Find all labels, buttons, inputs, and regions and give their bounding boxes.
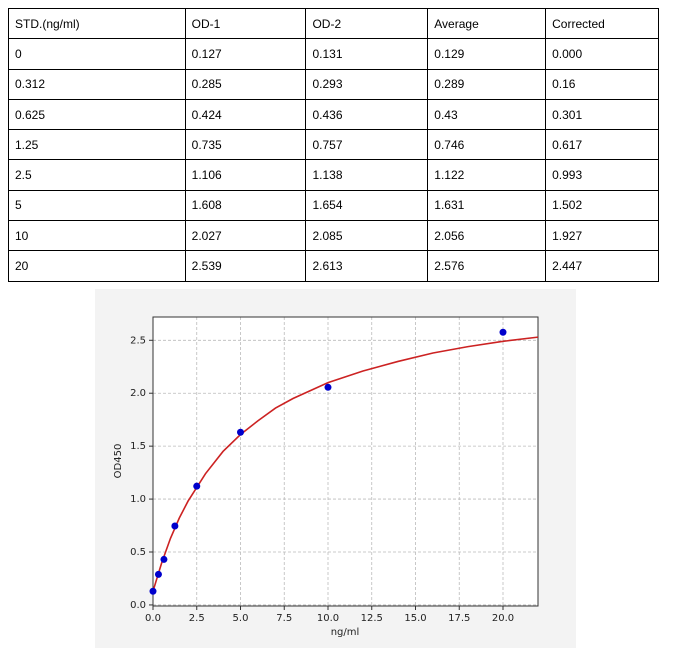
y-tick-label: 1.0 xyxy=(130,494,146,505)
table-cell: 20 xyxy=(8,250,186,282)
table-cell: STD.(ng/ml) xyxy=(8,7,186,40)
table-cell: 0.735 xyxy=(184,129,307,161)
plot-area xyxy=(153,317,538,606)
data-point xyxy=(324,383,332,391)
table-cell: 0.293 xyxy=(305,68,429,100)
data-point xyxy=(171,522,179,530)
x-axis-label: ng/ml xyxy=(331,627,360,638)
x-tick-label: 12.5 xyxy=(361,613,383,624)
table-cell: 2.576 xyxy=(427,250,547,282)
table-cell: 2.613 xyxy=(305,250,429,282)
x-tick-label: 7.5 xyxy=(276,613,292,624)
table-row: 0 0.127 0.131 0.129 0.000 xyxy=(8,38,659,70)
table-cell: 1.927 xyxy=(545,220,659,252)
data-point xyxy=(499,328,507,336)
table-cell: 0.127 xyxy=(184,38,307,70)
table-cell: 0.625 xyxy=(8,98,186,131)
table-cell: 2.447 xyxy=(545,250,659,282)
y-tick-label: 2.0 xyxy=(130,388,146,399)
y-tick-label: 0.0 xyxy=(130,600,146,611)
header-row: STD.(ng/ml) OD-1 OD-2 Average Corrected xyxy=(8,7,659,40)
table-row: 0.625 0.424 0.436 0.43 0.301 xyxy=(8,98,659,131)
table-cell: Corrected xyxy=(545,7,659,40)
table-cell: 0.43 xyxy=(427,98,547,131)
y-tick-label: 0.5 xyxy=(130,547,146,558)
data-point xyxy=(237,428,244,436)
table-cell: 0.436 xyxy=(305,98,429,131)
table-cell: 1.122 xyxy=(427,159,547,191)
table-cell: 5 xyxy=(8,189,186,222)
y-axis-label: OD450 xyxy=(113,444,124,479)
table-cell: 0.131 xyxy=(305,38,429,70)
table-cell: 0.993 xyxy=(545,159,659,191)
data-table: STD.(ng/ml) OD-1 OD-2 Average Corrected 0 0.12… xyxy=(8,7,659,282)
data-point xyxy=(149,587,157,595)
data-point xyxy=(160,555,168,563)
table-row: 5 1.608 1.654 1.631 1.502 xyxy=(8,189,659,222)
table-cell: 1.106 xyxy=(184,159,307,191)
table-cell: 1.631 xyxy=(427,189,547,222)
x-tick-label: 20.0 xyxy=(492,613,514,624)
table-cell: 2.085 xyxy=(305,220,429,252)
y-tick-label: 2.5 xyxy=(130,335,146,346)
table-cell: 0.746 xyxy=(427,129,547,161)
table-cell: OD-1 xyxy=(184,7,307,40)
x-tick-label: 10.0 xyxy=(317,613,339,624)
data-point xyxy=(193,482,201,490)
fit-curve xyxy=(152,336,539,592)
x-tick-label: 2.5 xyxy=(189,613,205,624)
table-cell: Average xyxy=(427,7,547,40)
x-tick-label: 0.0 xyxy=(145,613,161,624)
table-cell: 2.539 xyxy=(184,250,307,282)
table-cell: 0.289 xyxy=(427,68,547,100)
plot-frame xyxy=(152,316,539,607)
x-tick-label: 17.5 xyxy=(448,613,470,624)
table-row: 10 2.027 2.085 2.056 1.927 xyxy=(8,220,659,252)
y-tick-label: 1.5 xyxy=(130,441,146,452)
x-tick-label: 15.0 xyxy=(404,613,426,624)
x-tick-label: 5.0 xyxy=(233,613,249,624)
data-point xyxy=(154,570,162,578)
table-row: 20 2.539 2.613 2.576 2.447 xyxy=(8,250,659,282)
